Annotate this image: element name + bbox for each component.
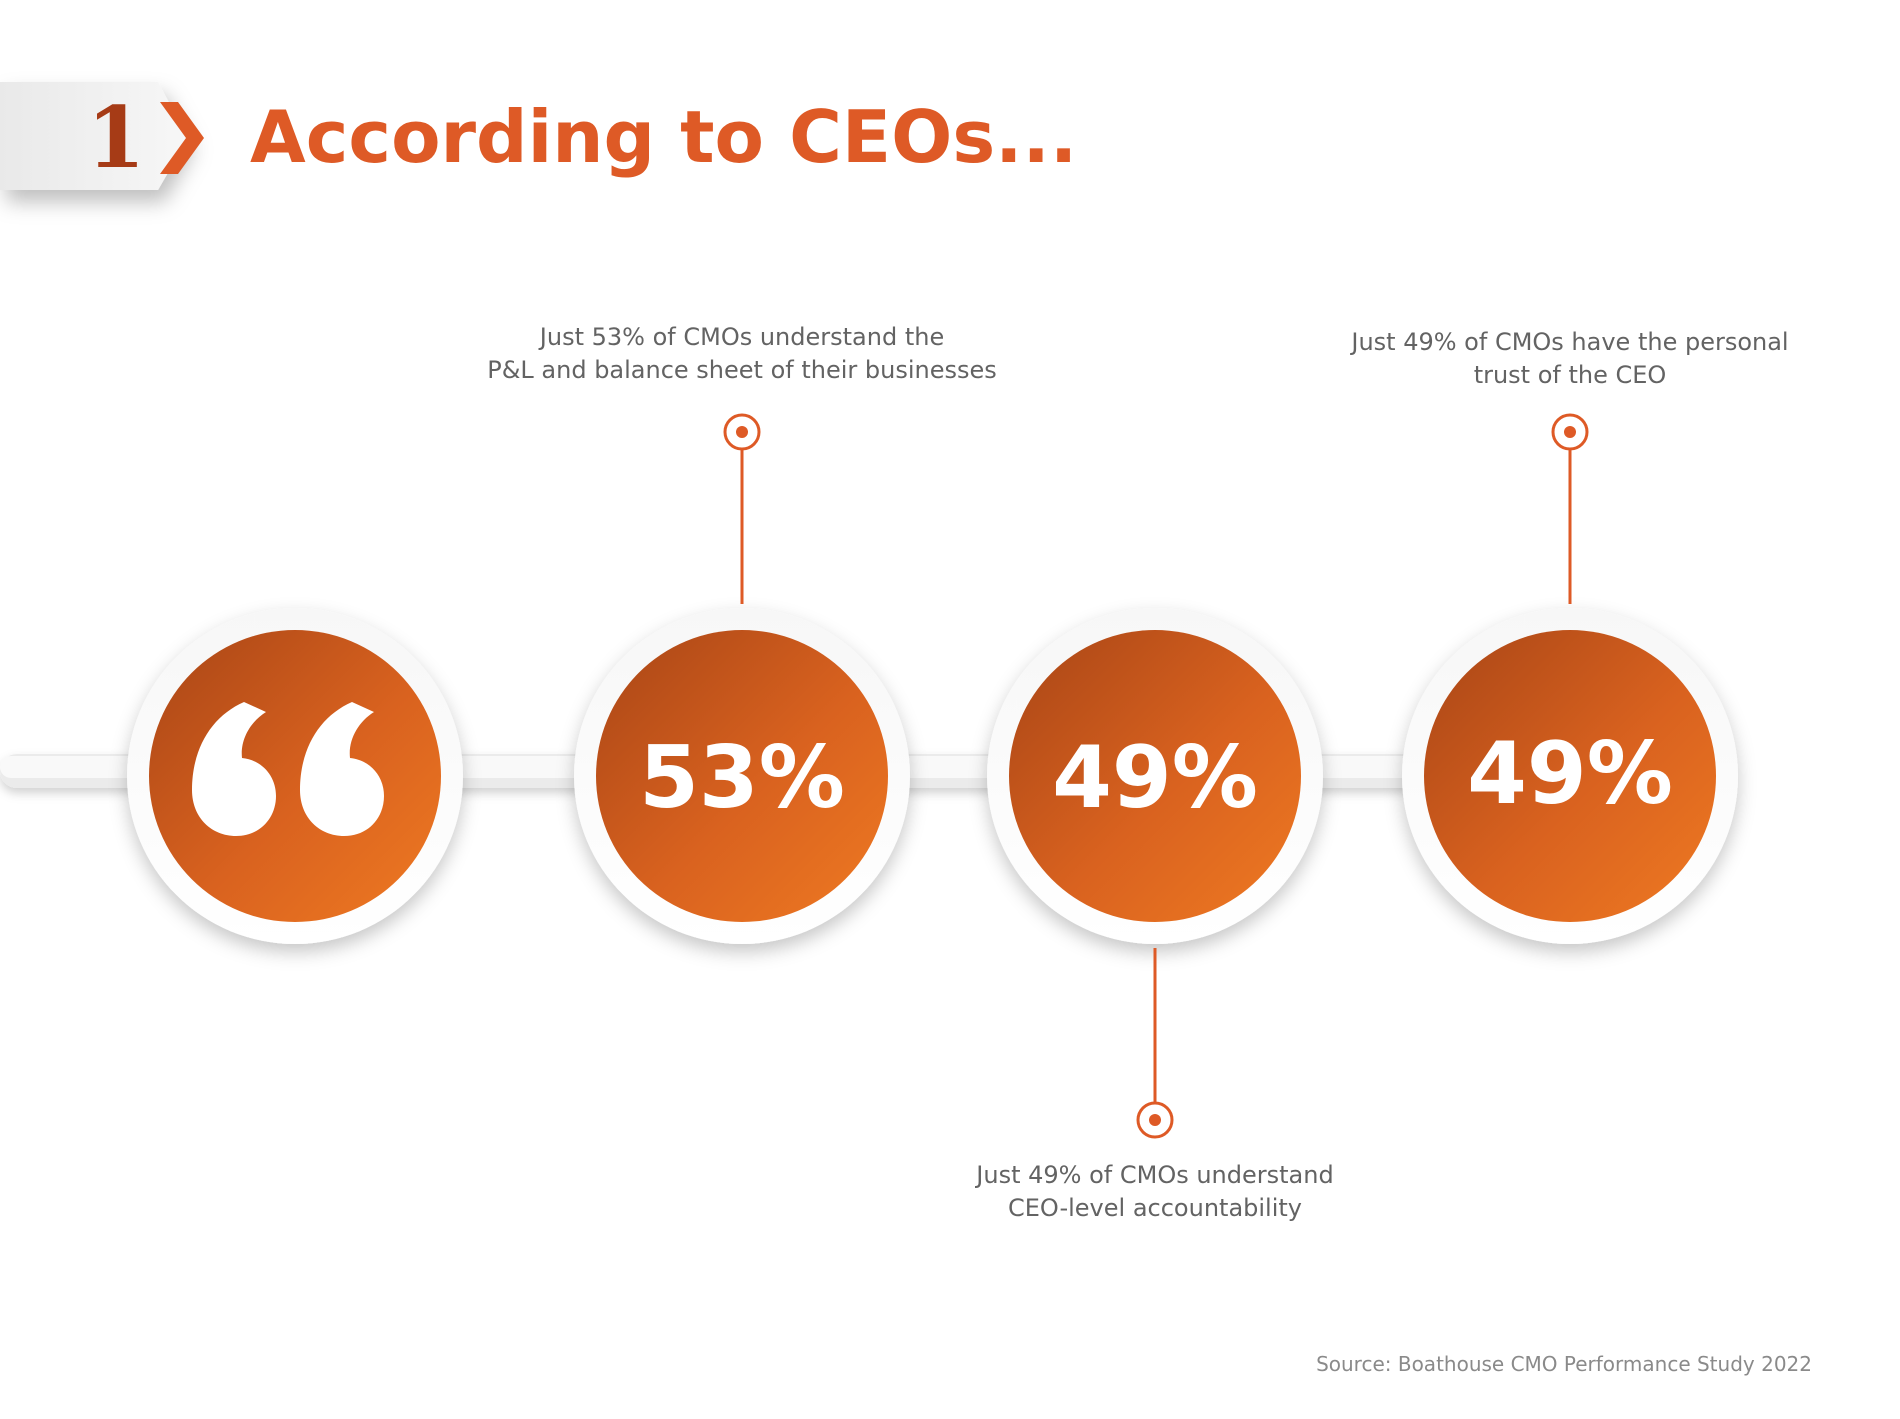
section-number: 1 xyxy=(86,88,146,187)
callout-stat-2: Just 49% of CMOs understand CEO-level ac… xyxy=(905,1159,1405,1225)
callout-stat-1-line-2: P&L and balance sheet of their businesse… xyxy=(487,356,997,384)
stat-value-1: 53% xyxy=(639,728,845,828)
callout-stat-3-line-1: Just 49% of CMOs have the personal xyxy=(1351,328,1789,356)
pin-stat-3 xyxy=(1551,413,1589,604)
quote-icon xyxy=(192,702,384,836)
source-note: Source: Boathouse CMO Performance Study … xyxy=(1316,1352,1812,1376)
page-title: According to CEOs... xyxy=(250,95,1078,179)
header-tab xyxy=(0,82,188,190)
circle-stat-2 xyxy=(1009,630,1301,922)
callout-stat-3: Just 49% of CMOs have the personal trust… xyxy=(1310,326,1830,392)
pin-stat-2 xyxy=(1136,948,1174,1139)
circle-quote xyxy=(149,630,441,922)
circle-stat-3 xyxy=(1424,630,1716,922)
callout-stat-2-line-1: Just 49% of CMOs understand xyxy=(976,1161,1334,1189)
callout-stat-1-line-1: Just 53% of CMOs understand the xyxy=(539,323,945,351)
callout-stat-3-line-2: trust of the CEO xyxy=(1473,361,1667,389)
stat-value-2: 49% xyxy=(1052,728,1258,828)
chevron-right-icon xyxy=(160,102,204,174)
callout-stat-2-line-2: CEO-level accountability xyxy=(1007,1194,1302,1222)
callout-stat-1: Just 53% of CMOs understand the P&L and … xyxy=(466,321,1018,387)
pin-stat-1 xyxy=(723,413,761,604)
circle-stat-1 xyxy=(596,630,888,922)
stat-value-3: 49% xyxy=(1467,724,1673,824)
